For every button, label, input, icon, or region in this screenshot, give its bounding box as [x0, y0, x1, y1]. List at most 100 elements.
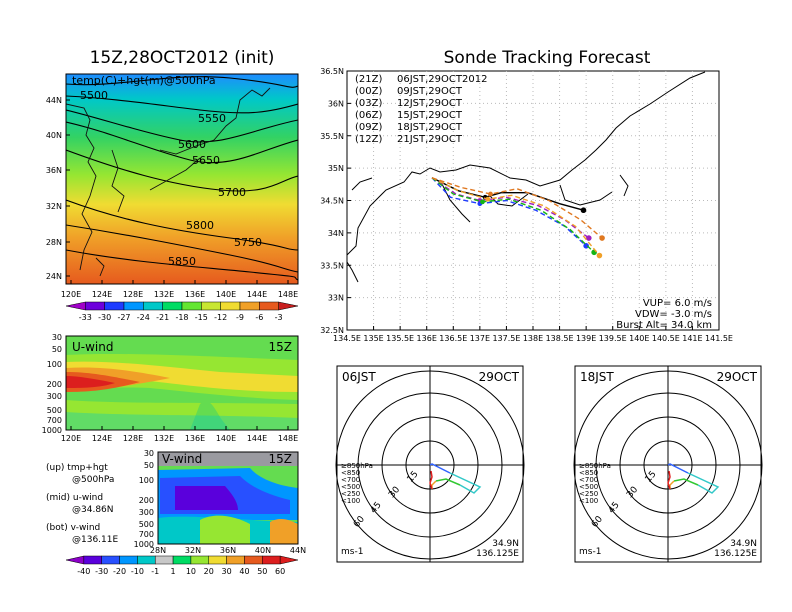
colorbar-label: -30 [95, 567, 108, 576]
contour-labels: 5500 5550 5600 5650 5700 5750 5800 5850 [80, 89, 262, 268]
pressure-tick-label: 300 [47, 392, 62, 401]
track-end-marker [599, 235, 605, 241]
lon-tick-label: 140E [629, 334, 649, 343]
uwind-label: U-wind [72, 340, 113, 354]
lat-tick-label: 44N [290, 546, 306, 555]
lat-tick-label: 35.5N [320, 132, 344, 141]
pressure-tick-label: 1000 [42, 426, 62, 435]
colorbar-swatch [83, 555, 102, 565]
colorbar-label: -40 [77, 567, 90, 576]
pressure-tick-label: 200 [47, 380, 62, 389]
colorbar-swatch [85, 301, 105, 311]
pressure-tick-label: 300 [139, 508, 154, 517]
colorbar-label: 20 [204, 567, 214, 576]
colorbar-label: -24 [137, 313, 150, 322]
track-map-panel: (21Z) 06JST,29OCT2012 (00Z) 09JST,29OCT (03Z… [320, 67, 733, 343]
pressure-tick-label: 100 [47, 360, 62, 369]
legend-note: @500hPa [72, 475, 114, 485]
pressure-level-label: <700 [579, 476, 598, 484]
track-legend-text: 15JST,29OCT [397, 110, 463, 121]
temp-map-lat-ticks: 44N 40N 36N 32N 28N 24N [46, 96, 70, 281]
lat-tick-label: 40N [46, 131, 62, 140]
polar-time: 18JST [580, 370, 614, 384]
temp-colorbar: -33 -30 -27 -24 -21 -18 -15 -12 -9 -6 -3 [65, 301, 299, 322]
pressure-tick-label: 50 [144, 461, 154, 470]
height-contours [66, 76, 298, 281]
legend-note: @136.11E [72, 535, 118, 545]
legend-note: (up) tmp+hgt [46, 463, 108, 473]
contour-label: 5700 [218, 186, 246, 199]
pressure-level-label: <250 [341, 490, 360, 498]
track-map-frame [346, 70, 720, 331]
lon-tick-label: 139.5E [599, 334, 627, 343]
lon-tick-label: 138.5E [546, 334, 574, 343]
location-lon: 136.125E [476, 549, 519, 559]
pressure-tick-label: 500 [47, 406, 62, 415]
lon-tick-label: 138E [523, 334, 543, 343]
colorbar-label: -18 [175, 313, 188, 322]
burst-marker [488, 191, 493, 197]
lat-tick-label: 28N [46, 238, 62, 247]
colorbar-swatch [259, 301, 279, 311]
colorbar-label: -15 [195, 313, 208, 322]
colorbar-swatch [65, 301, 86, 311]
hodograph-segment [435, 478, 461, 486]
colorbar-swatch [208, 555, 227, 565]
track-lines [431, 177, 605, 259]
lon-tick-label: 136.5E [439, 334, 467, 343]
track-legend: (21Z) 06JST,29OCT2012 (00Z) 09JST,29OCT (03Z… [355, 74, 487, 145]
track-param: Burst Alt= 34.0 km [616, 320, 712, 331]
lon-tick-label: 144E [247, 290, 267, 299]
contour-label: 5650 [192, 154, 220, 167]
contour-label: 5800 [186, 219, 214, 232]
lon-tick-label: 140.5E [652, 334, 680, 343]
hodograph-segment [667, 463, 689, 474]
lat-tick-label: 36N [46, 166, 62, 175]
colorbar-label: -6 [255, 313, 263, 322]
colorbar-label: -20 [113, 567, 126, 576]
colorbar-label: -30 [98, 313, 111, 322]
lon-tick-label: 140E [216, 434, 236, 443]
pressure-tick-label: 700 [47, 416, 62, 425]
colorbar-swatch [244, 555, 263, 565]
colorbar-label: -27 [117, 313, 130, 322]
pressure-tick-label: 200 [139, 496, 154, 505]
lon-tick-label: 132E [154, 434, 174, 443]
pressure-level-label: <500 [579, 483, 598, 491]
colorbar-label: -10 [131, 567, 144, 576]
track-param: VDW= -3.0 m/s [635, 309, 712, 320]
track-line [431, 177, 595, 253]
colorbar-swatch [201, 301, 221, 311]
temp-map-lon-ticks: 120E 124E 128E 132E 136E 140E 144E 148E [61, 280, 298, 299]
lat-tick-label: 32N [185, 546, 201, 555]
lat-tick-label: 32N [46, 202, 62, 211]
pressure-level-label: ≥850hPa [341, 462, 373, 470]
lat-tick-label: 28N [150, 546, 166, 555]
lat-tick-label: 34.5N [320, 197, 344, 206]
lon-tick-label: 124E [92, 290, 112, 299]
burst-marker [485, 196, 491, 202]
colorbar-swatch [278, 301, 299, 311]
colorbar-swatch [101, 555, 120, 565]
colorbar-swatch [190, 555, 210, 565]
hodograph-segment [429, 463, 451, 474]
pressure-level-label: <100 [579, 497, 598, 505]
colorbar-label: 30 [222, 567, 232, 576]
legend-note: (mid) u-wind [46, 493, 103, 503]
temp-map-panel: temp(C)+hgt(m)@500hPa 5500 5550 5600 5650 57… [46, 73, 299, 299]
panel-legend-notes: (up) tmp+hgt @500hPa (mid) u-wind @34.86N (b… [46, 463, 118, 545]
lon-tick-label: 137E [470, 334, 490, 343]
track-line [431, 177, 590, 239]
lon-tick-label: 144E [247, 434, 267, 443]
track-legend-tag: (21Z) [355, 74, 382, 85]
colorbar-swatch [239, 301, 260, 311]
location-lat: 34.9N [492, 539, 519, 549]
burst-marker [480, 199, 485, 205]
lon-tick-label: 140E [216, 290, 236, 299]
